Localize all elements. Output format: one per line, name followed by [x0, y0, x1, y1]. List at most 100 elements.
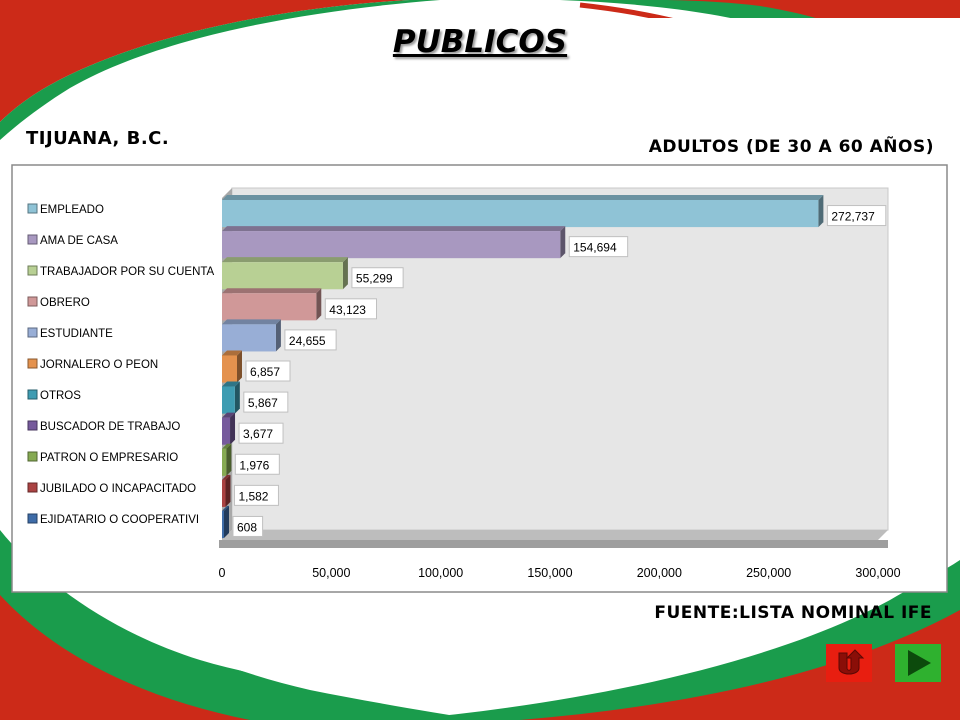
- x-tick-label: 50,000: [312, 566, 350, 580]
- legend-label: OBRERO: [40, 297, 90, 309]
- data-label-box: [351, 267, 404, 289]
- bar-side: [234, 381, 240, 414]
- red-swoosh-bottom-left: [0, 595, 250, 720]
- data-label: 1,976: [239, 458, 269, 472]
- plot-area: 272,737 154,694 55,299 43,123 24,655 6,857 5,8…: [219, 187, 889, 548]
- data-label-box: [568, 236, 629, 258]
- red-swoosh-top-left: [0, 0, 410, 122]
- legend-label: BUSCADOR DE TRABAJO: [40, 421, 180, 433]
- data-label-box: [234, 453, 280, 475]
- bar: [222, 324, 276, 352]
- age-group-label: ADULTOS (DE 30 A 60 AÑOS): [648, 137, 934, 157]
- bar: [222, 510, 224, 538]
- legend-swatch: [27, 451, 38, 462]
- bar-side: [560, 226, 566, 259]
- bar-top: [222, 226, 566, 232]
- return-u-turn-icon: [838, 649, 865, 675]
- legend-label: TRABAJADOR POR SU CUENTA: [40, 266, 215, 278]
- green-swoosh-bottom-left: [0, 505, 480, 720]
- bar-top: [222, 412, 236, 418]
- data-label: 43,123: [329, 303, 366, 317]
- bar-side: [818, 195, 824, 228]
- x-tick-label: 150,000: [527, 566, 572, 580]
- bar: [222, 386, 235, 414]
- legend-swatch: [27, 358, 38, 369]
- data-label: 272,737: [831, 210, 875, 224]
- return-button[interactable]: [826, 644, 872, 682]
- data-label-box: [233, 484, 279, 506]
- data-label: 24,655: [289, 334, 326, 348]
- bar: [222, 293, 317, 321]
- bar-top: [222, 350, 242, 356]
- data-label-box: [245, 360, 291, 382]
- legend-swatch: [27, 234, 38, 245]
- legend-swatch: [27, 513, 38, 524]
- green-swoosh-top-left: [0, 0, 440, 140]
- legend-swatch: [27, 482, 38, 493]
- return-button-bg: [826, 644, 872, 682]
- bar: [222, 479, 226, 507]
- next-button[interactable]: [895, 644, 941, 682]
- data-label-box: [284, 329, 337, 351]
- bar-top: [222, 319, 281, 325]
- bar-side: [224, 505, 229, 538]
- legend-swatch: [27, 420, 38, 431]
- red-swoosh-bottom-right: [520, 610, 960, 720]
- bar-side: [342, 257, 348, 290]
- legend-swatch: [27, 296, 38, 307]
- x-tick-label: 0: [219, 566, 226, 580]
- bar-side: [275, 319, 281, 352]
- legend-label: JORNALERO O PEON: [40, 359, 158, 371]
- legend-swatch: [27, 389, 38, 400]
- legend-swatch: [27, 265, 38, 276]
- bar-side: [230, 412, 236, 445]
- legend-label: JUBILADO O INCAPACITADO: [40, 483, 196, 495]
- x-tick-label: 300,000: [855, 566, 900, 580]
- legend-label: PATRON O EMPRESARIO: [40, 452, 178, 464]
- data-label-box: [243, 391, 289, 413]
- x-tick-label: 100,000: [418, 566, 463, 580]
- bar: [222, 417, 231, 445]
- bar-side: [316, 288, 322, 321]
- x-axis: 0 50,000 100,000 150,000 200,000 250,000 300,0…: [219, 566, 901, 580]
- data-label: 1,582: [238, 489, 268, 503]
- legend-label: AMA DE CASA: [40, 235, 118, 247]
- source-label: FUENTE:LISTA NOMINAL IFE: [654, 603, 932, 623]
- bar-top: [222, 443, 232, 449]
- x-tick-label: 200,000: [637, 566, 682, 580]
- bar: [222, 200, 819, 228]
- bar-side: [226, 443, 232, 476]
- data-label: 6,857: [250, 365, 280, 379]
- data-label-box: [324, 298, 377, 320]
- bar: [222, 262, 343, 290]
- bar-top: [222, 195, 824, 200]
- floor-edge: [219, 540, 888, 548]
- legend-label: EJIDATARIO O COOPERATIVI: [40, 514, 199, 526]
- floor: [222, 530, 888, 540]
- data-label-box: [232, 515, 264, 537]
- bar: [222, 448, 227, 476]
- legend: EMPLEADO AMA DE CASA TRABAJADOR POR SU CUE…: [27, 203, 215, 526]
- legend-swatch: [27, 327, 38, 338]
- bar-top: [222, 288, 322, 294]
- location-label: TIJUANA, B.C.: [26, 128, 170, 149]
- bar-top: [222, 257, 348, 263]
- legend-swatch: [27, 203, 38, 214]
- data-label-box: [238, 422, 284, 444]
- data-label-box: [826, 205, 887, 227]
- data-label: 608: [237, 520, 257, 534]
- x-tick-label: 250,000: [746, 566, 791, 580]
- slide-title: PUBLICOS: [392, 24, 568, 60]
- data-label: 154,694: [573, 241, 617, 255]
- bar-top: [222, 381, 240, 387]
- bar: [222, 355, 237, 383]
- bar-side: [236, 350, 242, 383]
- legend-label: EMPLEADO: [40, 204, 104, 216]
- legend-label: ESTUDIANTE: [40, 328, 113, 340]
- bar: [222, 231, 561, 259]
- bar-top: [222, 505, 229, 511]
- data-label: 3,677: [243, 427, 273, 441]
- bar-top: [222, 474, 231, 480]
- data-label: 5,867: [248, 396, 278, 410]
